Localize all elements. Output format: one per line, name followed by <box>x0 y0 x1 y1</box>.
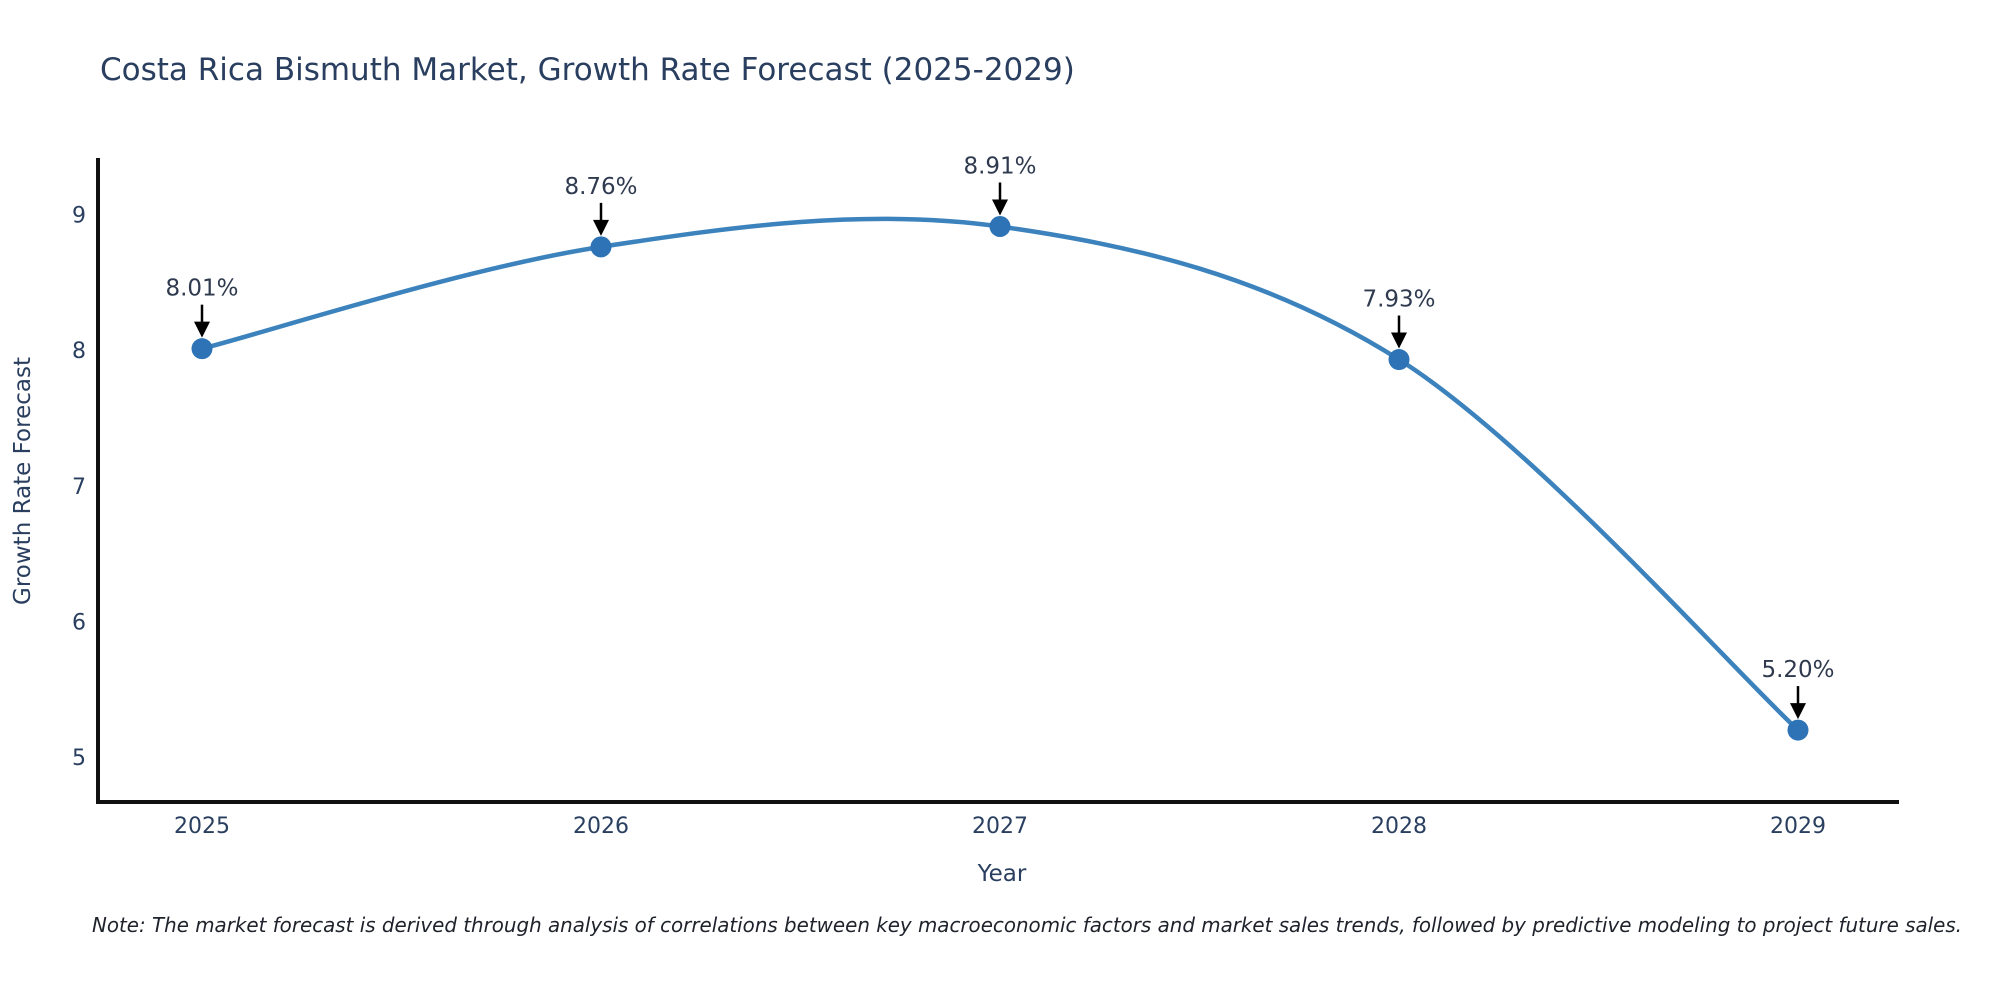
y-tick-label: 5 <box>72 746 86 771</box>
annotation-arrowhead <box>1391 332 1407 349</box>
point-annotation-label: 8.01% <box>165 276 238 302</box>
point-annotation-label: 7.93% <box>1362 287 1435 313</box>
plot-area: 5 6 7 8 9 2025 2026 2027 2028 2029 8.01% 8.76% 8.91%… <box>72 154 1899 839</box>
point-annotation-label: 8.91% <box>963 154 1036 180</box>
annotation-arrowhead <box>194 321 210 338</box>
x-tick-label: 2027 <box>972 814 1028 839</box>
y-tick-label: 6 <box>72 610 86 635</box>
annotation-arrowhead <box>593 219 609 236</box>
data-point-marker <box>1787 719 1809 741</box>
data-point-marker <box>191 338 213 360</box>
data-point-marker <box>1388 349 1410 371</box>
x-tick-label: 2028 <box>1371 814 1427 839</box>
chart-title: Costa Rica Bismuth Market, Growth Rate F… <box>100 52 1075 88</box>
y-tick-label: 7 <box>72 475 86 500</box>
footnote: Note: The market forecast is derived thr… <box>92 913 1962 937</box>
annotation-arrowhead <box>992 199 1008 216</box>
annotation-arrowhead <box>1790 703 1806 720</box>
x-tick-label: 2026 <box>573 814 629 839</box>
data-point-marker <box>590 236 612 258</box>
point-annotation-label: 5.20% <box>1761 657 1834 683</box>
axes-line <box>96 158 1899 804</box>
data-point-marker <box>989 216 1011 238</box>
y-axis-title: Growth Rate Forecast <box>10 357 36 605</box>
y-tick-label: 9 <box>72 203 86 228</box>
x-axis-title: Year <box>977 861 1027 887</box>
x-tick-label: 2029 <box>1770 814 1826 839</box>
x-tick-label: 2025 <box>174 814 230 839</box>
trend-line <box>199 216 1801 733</box>
y-tick-label: 8 <box>72 339 86 364</box>
point-annotation-label: 8.76% <box>564 174 637 200</box>
